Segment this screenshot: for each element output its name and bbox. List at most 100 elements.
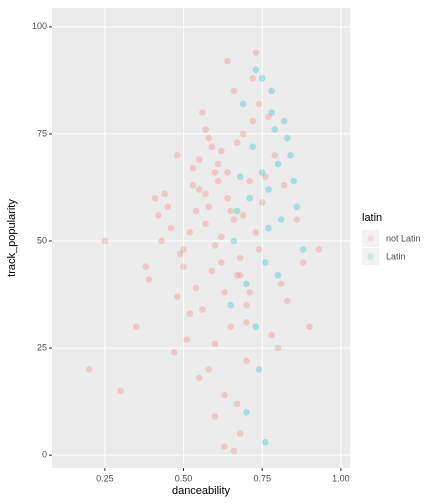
point [211,169,219,176]
point [224,194,231,202]
point [195,186,203,193]
point [287,152,294,159]
point [214,160,222,168]
point [255,366,263,373]
point [101,237,109,245]
point [252,66,260,73]
point [214,177,222,185]
point [277,280,285,288]
point [133,323,140,330]
point [255,246,263,253]
point [233,400,241,408]
legend-key [362,248,379,265]
point [236,254,244,262]
point [306,323,313,330]
point [236,173,244,181]
point [186,229,194,236]
point [243,319,250,326]
point [195,156,203,163]
point [142,263,150,270]
point [274,160,282,168]
legend-marker [367,235,374,242]
legend-label: not Latin [386,233,421,243]
point [208,143,216,151]
point [205,134,213,142]
point [262,173,269,181]
point [265,113,272,121]
point [199,109,206,116]
point [271,126,279,133]
y-tick-label: 75 [37,128,47,138]
point [145,276,153,283]
point [262,439,269,446]
point [252,229,260,236]
point [170,349,178,356]
point [233,271,241,279]
point [243,301,250,309]
point [274,344,282,352]
point [217,147,225,155]
x-tick-label: 0.50 [175,473,193,483]
point [230,237,238,245]
point [246,177,253,185]
point [205,203,213,211]
point [217,259,225,266]
x-axis-title: danceability [172,485,231,497]
point [268,109,275,116]
point [233,207,241,215]
point [227,207,235,215]
point [252,49,260,56]
point [199,306,206,313]
point [249,74,257,82]
point [167,224,175,232]
point [189,164,197,172]
point [236,271,244,279]
y-tick-label: 25 [37,342,47,352]
point [155,211,162,219]
point [180,246,187,253]
point [230,87,238,95]
point [268,87,275,95]
point [192,207,200,215]
point [158,237,165,245]
y-tick-label: 100 [32,21,47,31]
point [243,280,250,288]
point [224,169,231,176]
point [224,57,231,65]
point [189,182,197,189]
point [293,203,301,211]
point [164,203,172,211]
point [258,169,266,176]
point [240,211,247,219]
point [177,250,184,258]
point [299,246,307,253]
point [211,413,219,420]
point [258,74,266,82]
point [243,357,250,365]
point [211,241,219,249]
point [277,216,285,223]
point [151,194,159,202]
point [211,340,219,348]
point [117,387,124,395]
point [268,331,275,339]
point [230,447,238,455]
point [290,177,297,185]
point [240,130,247,138]
x-tick-label: 0.75 [253,473,271,483]
point [240,100,247,108]
point [315,246,323,253]
point [227,323,235,330]
point [265,224,272,232]
panel [52,8,350,468]
point [284,297,291,305]
x-tick-label: 1.00 [332,473,350,483]
point [186,310,194,318]
point [195,374,203,382]
point [262,259,269,266]
legend-title: latin [362,212,382,224]
point [293,216,301,223]
point [230,216,238,223]
point [85,366,93,373]
point [280,182,288,189]
